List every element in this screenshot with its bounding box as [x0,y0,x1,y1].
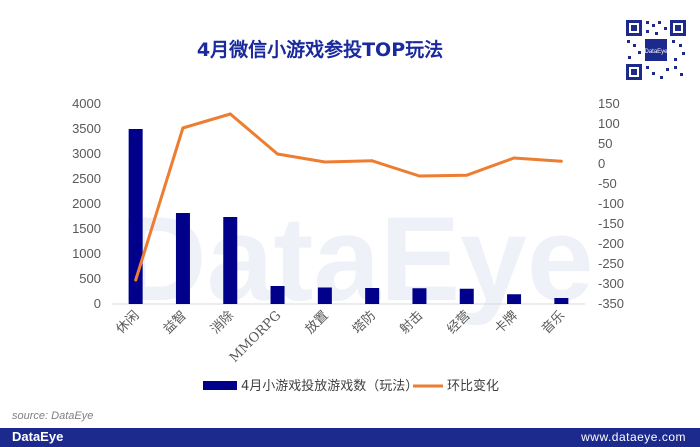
legend-line-label: 环比变化 [447,378,499,394]
line-point-塔防 [370,159,374,163]
legend-bar-label: 4月小游戏投放游戏数（玩法） [241,378,418,394]
left-tick-label: 2500 [72,171,101,186]
bar-经营 [459,288,474,304]
footer-url: www.dataeye.com [581,430,686,444]
legend: 4月小游戏投放游戏数（玩法） 环比变化 [203,378,499,394]
right-tick-label: 150 [598,96,620,111]
svg-text:DataEye: DataEye [644,49,668,55]
left-tick-label: 1000 [72,246,101,261]
line-point-休闲 [134,278,138,282]
right-axis: -350 -300 -250 -200 -150 -100 -50 0 50 100 150 [598,96,624,311]
left-tick-label: 3500 [72,121,101,136]
line-point-音乐 [559,159,563,163]
chart-title: 4月微信小游戏参投TOP玩法 [197,38,443,61]
right-tick-label: -250 [598,256,624,271]
bar-塔防 [365,288,380,304]
left-axis: 0 500 1000 1500 2000 2500 3000 3500 4000 [72,96,101,311]
bar-射击 [412,288,427,304]
left-tick-label: 500 [79,271,101,286]
right-tick-label: 50 [598,136,612,151]
right-tick-label: -100 [598,196,624,211]
right-tick-label: -200 [598,236,624,251]
bar-MMORPG [270,286,285,304]
right-tick-label: -300 [598,276,624,291]
qr-code: DataEye [624,18,688,82]
right-tick-label: 100 [598,116,620,131]
left-tick-label: 1500 [72,221,101,236]
line-point-经营 [465,173,469,177]
line-point-射击 [417,174,421,178]
line-point-放置 [323,160,327,164]
bar-音乐 [554,298,569,304]
bar-益智 [175,213,190,304]
line-point-益智 [181,126,185,130]
footer-brand: DataEye [12,429,64,444]
legend-bar-swatch [203,381,237,390]
bar-消除 [223,217,238,304]
left-tick-label: 0 [94,296,101,311]
bar-series [128,129,569,304]
footer-bar: DataEye www.dataeye.com [0,428,700,447]
line-path [134,112,562,281]
bar-休闲 [128,129,143,304]
line-point-消除 [228,112,232,116]
right-tick-label: -50 [598,176,617,191]
watermark: DataEye [120,192,594,326]
source-note: source: DataEye [12,410,93,422]
line-point-MMORPG [276,152,279,156]
left-tick-label: 3000 [72,146,101,161]
bar-卡牌 [507,294,522,304]
bar-放置 [317,287,332,304]
right-tick-label: -150 [598,216,624,231]
right-tick-label: -350 [598,296,624,311]
right-tick-label: 0 [598,156,605,171]
left-tick-label: 2000 [72,196,101,211]
left-tick-label: 4000 [72,96,101,111]
line-series [134,112,563,282]
line-point-卡牌 [512,156,516,160]
